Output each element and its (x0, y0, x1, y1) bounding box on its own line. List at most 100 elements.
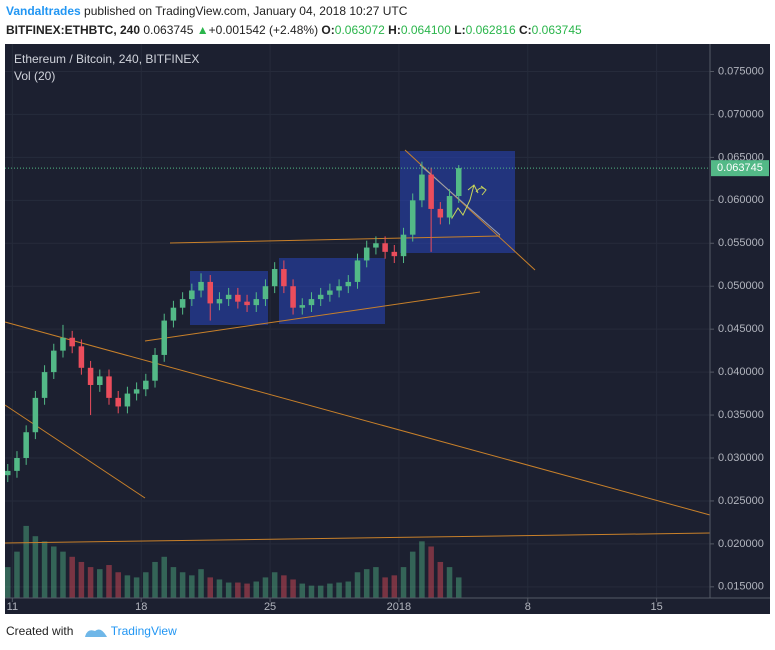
candle-body (51, 350, 57, 373)
x-tick-label: 18 (135, 601, 147, 613)
candle-body (308, 299, 315, 306)
grid (5, 44, 710, 598)
candle-body (419, 174, 425, 201)
candle-body (69, 337, 75, 347)
candle-body (161, 320, 167, 355)
author[interactable]: Vandaltrades (6, 4, 81, 18)
volume-bar (161, 556, 167, 598)
brand[interactable]: TradingView (110, 624, 177, 638)
volume-bar (235, 582, 241, 598)
candle-body (78, 346, 85, 368)
candle-body (253, 299, 260, 306)
candle-body (428, 174, 434, 209)
volume-bar (179, 572, 186, 598)
candle-body (336, 286, 342, 291)
candle-body (400, 234, 407, 257)
candle-body (41, 372, 48, 398)
candle-body (281, 269, 287, 287)
volume-bar (97, 569, 103, 598)
trend-line (4, 321, 711, 516)
volume-bar (271, 572, 278, 598)
volume-bar (446, 567, 453, 598)
candle-body (189, 290, 195, 300)
volume-bar (23, 525, 29, 598)
volume-bar (244, 583, 250, 598)
volume-bar (391, 575, 398, 598)
volume-bar (41, 541, 48, 598)
y-tick-label: 0.035000 (718, 409, 764, 421)
candle-body (235, 294, 241, 302)
volume-bar (124, 575, 131, 598)
y-tick-label: 0.020000 (718, 538, 764, 550)
candle-body (198, 281, 204, 291)
o: 0.063072 (334, 23, 385, 37)
volume-bar (189, 575, 195, 598)
volume-bar (428, 546, 434, 598)
volume-bar (87, 567, 94, 598)
y-tick-label: 0.050000 (718, 280, 764, 292)
candle-body (106, 376, 112, 398)
candle-body (317, 294, 324, 300)
x-tick-label: 8 (525, 601, 531, 613)
volume-bar (69, 556, 75, 598)
volume-bar (281, 575, 287, 598)
volume-bar (373, 567, 379, 598)
trend-line (4, 404, 146, 499)
volume-bar (106, 565, 112, 598)
volume-pane (5, 525, 462, 598)
candle-body (299, 305, 306, 308)
header: Vandaltrades published on TradingView.co… (6, 2, 582, 40)
trend-line (404, 149, 536, 271)
candle-body (391, 251, 398, 257)
volume-bar (198, 569, 204, 598)
volume-bar (354, 572, 361, 598)
y-tick-label: 0.070000 (718, 108, 764, 120)
candle-body (97, 376, 103, 385)
arrow-sketch (475, 185, 487, 196)
volume-bar (115, 572, 121, 598)
trend-line (4, 532, 711, 544)
trend-line (169, 235, 501, 244)
candle-body (290, 286, 296, 308)
volume-bar (207, 577, 214, 598)
candle-body (143, 380, 149, 390)
candles (5, 161, 462, 483)
x-tick-label: 11 (7, 601, 18, 613)
candle-body (345, 281, 352, 287)
candle-body (124, 393, 131, 407)
x-tick-label: 15 (650, 601, 662, 613)
volume-bar (363, 569, 370, 598)
header-line: Vandaltrades published on TradingView.co… (6, 2, 582, 21)
candle-body (32, 397, 39, 433)
candle-body (409, 200, 416, 235)
candle-body (225, 294, 232, 300)
candle-body (327, 290, 333, 295)
y-tick-label: 0.045000 (718, 323, 764, 335)
symbol: BITFINEX:ETHBTC, 240 (6, 23, 141, 37)
candle-body (87, 367, 94, 385)
volume-bar (455, 577, 462, 598)
volume-bar (253, 581, 260, 598)
volume-bar (299, 583, 306, 598)
h-label: H: (388, 23, 401, 37)
candle-body (115, 397, 121, 407)
candle-body (14, 457, 20, 471)
candle-body (133, 389, 140, 394)
candle-body (363, 247, 370, 261)
h: 0.064100 (400, 23, 451, 37)
logo (84, 629, 107, 637)
published: published on TradingView.com, January 04… (84, 4, 408, 18)
chart: Ethereum / Bitcoin, 240, BITFINEX Vol (2… (4, 44, 770, 614)
candle-body (5, 470, 11, 476)
candle-body (23, 432, 29, 458)
volume-bar (400, 567, 407, 598)
volume-bar (51, 546, 57, 598)
candle-body (446, 196, 453, 218)
y-tick-label: 0.040000 (718, 366, 764, 378)
volume-bar (382, 577, 388, 598)
candle-body (216, 299, 223, 304)
volume-bar (143, 572, 149, 598)
x-tick-label: 2018 (387, 601, 411, 613)
volume-bar (216, 579, 223, 598)
volume-bar (262, 577, 269, 598)
